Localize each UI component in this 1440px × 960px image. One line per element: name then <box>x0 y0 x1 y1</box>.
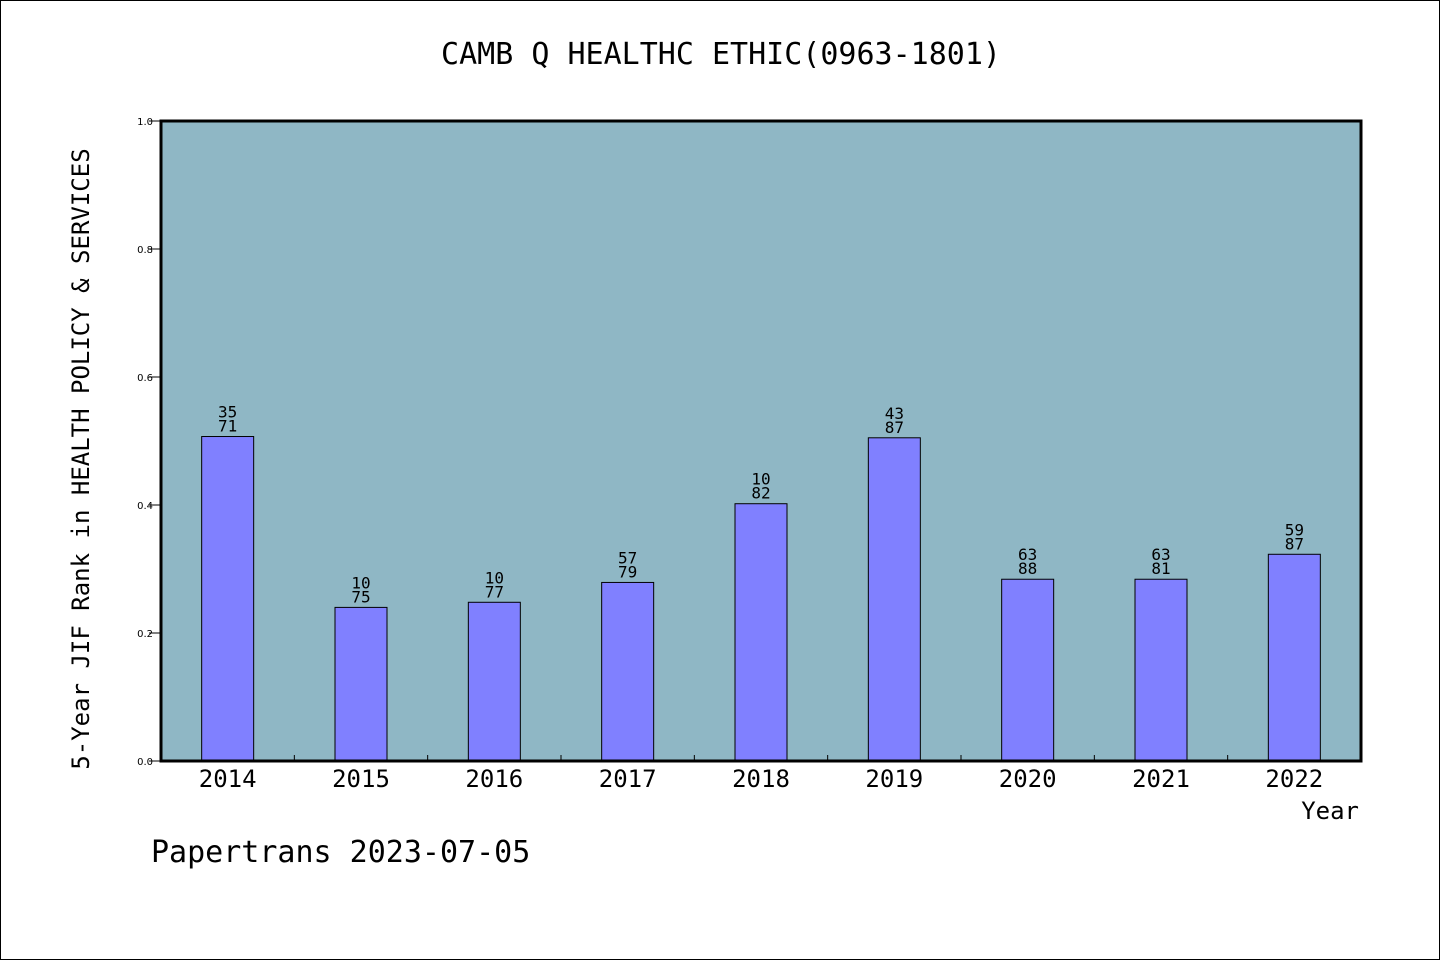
bar-label-denominator: 88 <box>1018 559 1037 578</box>
bar <box>1134 578 1188 762</box>
bar-label-numerator: 10 <box>485 568 504 587</box>
x-tick-label: 2022 <box>1265 765 1323 793</box>
footer-credit: Papertrans 2023-07-05 <box>151 835 531 870</box>
bar-label-denominator: 71 <box>218 417 237 436</box>
bar-label-denominator: 87 <box>885 418 904 437</box>
x-tick-label: 2017 <box>599 765 657 793</box>
x-tick-label: 2018 <box>732 765 790 793</box>
bar-label-denominator: 82 <box>751 484 770 503</box>
y-tick-label: 0.2 <box>137 629 153 640</box>
bar <box>601 581 655 762</box>
y-axis-label: 5-Year JIF Rank in HEALTH POLICY & SERVI… <box>67 148 95 770</box>
bar-label-numerator: 63 <box>1018 545 1037 564</box>
x-tick-label: 2014 <box>199 765 257 793</box>
y-tick-label: 0.8 <box>137 245 153 256</box>
bar <box>1001 578 1055 762</box>
bar-label-numerator: 43 <box>885 404 904 423</box>
bar-label-denominator: 87 <box>1285 534 1304 553</box>
x-axis-label: Year <box>1301 797 1359 825</box>
bar-label-numerator: 59 <box>1285 520 1304 539</box>
bar-label-denominator: 81 <box>1151 559 1170 578</box>
x-tick-label: 2019 <box>865 765 923 793</box>
y-tick-label: 0.6 <box>137 373 153 384</box>
y-tick-label: 1.0 <box>137 117 153 128</box>
bar <box>334 606 388 762</box>
bar <box>201 436 255 762</box>
plot-frame <box>159 119 1363 763</box>
bar <box>734 503 788 762</box>
x-tick-label: 2021 <box>1132 765 1190 793</box>
bar-label-numerator: 63 <box>1151 545 1170 564</box>
x-tick-label: 2016 <box>465 765 523 793</box>
bar <box>867 437 921 762</box>
bar-label-numerator: 10 <box>351 573 370 592</box>
bar-label-numerator: 10 <box>751 470 770 489</box>
bar-label-denominator: 79 <box>618 562 637 581</box>
chart-title: CAMB Q HEALTHC ETHIC(0963-1801) <box>441 37 1001 72</box>
bar-label-numerator: 57 <box>618 548 637 567</box>
bar-label-denominator: 77 <box>485 582 504 601</box>
y-tick-label: 0.0 <box>137 757 153 768</box>
x-tick-label: 2015 <box>332 765 390 793</box>
bar-label-denominator: 75 <box>351 587 370 606</box>
y-tick-label: 0.4 <box>137 501 153 512</box>
bar <box>467 601 521 762</box>
x-tick-label: 2020 <box>999 765 1057 793</box>
bar-label-numerator: 35 <box>218 403 237 422</box>
bar <box>1267 553 1321 762</box>
